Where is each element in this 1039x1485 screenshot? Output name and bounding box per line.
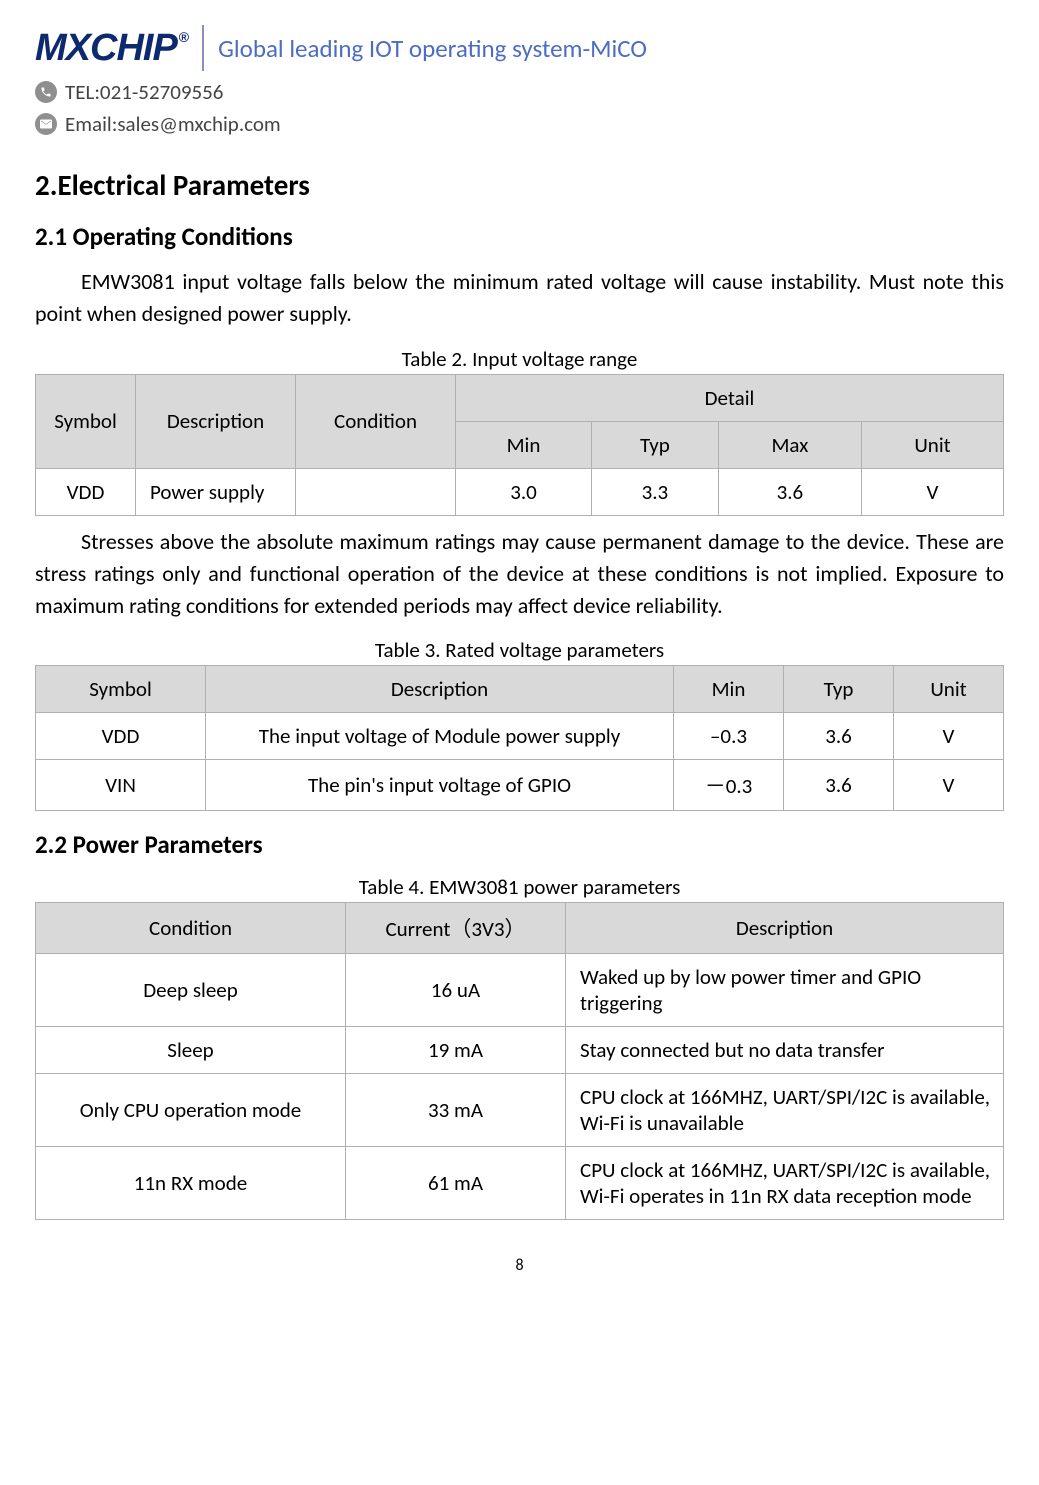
- col-symbol: Symbol: [36, 666, 206, 713]
- cell-condition: [296, 468, 456, 515]
- col-min: Min: [674, 666, 784, 713]
- cell-unit: V: [894, 760, 1004, 811]
- subsection-heading-2-1: 2.1 Operating Conditions: [35, 221, 1004, 252]
- table-row: Symbol Description Condition Detail: [36, 374, 1004, 421]
- col-unit: Unit: [862, 421, 1004, 468]
- col-max: Max: [718, 421, 861, 468]
- cell-description: Waked up by low power timer and GPIO tri…: [566, 954, 1004, 1027]
- cell-unit: V: [862, 468, 1004, 515]
- table-row: Condition Current（3V3） Description: [36, 903, 1004, 954]
- col-symbol: Symbol: [36, 374, 136, 468]
- table-row: VDD Power supply 3.0 3.3 3.6 V: [36, 468, 1004, 515]
- table-power-parameters: Condition Current（3V3） Description Deep …: [35, 902, 1004, 1220]
- email-icon: [35, 113, 57, 135]
- col-description: Description: [566, 903, 1004, 954]
- cell-typ: 3.6: [784, 713, 894, 760]
- table-row: VIN The pin's input voltage of GPIO －0.3…: [36, 760, 1004, 811]
- col-unit: Unit: [894, 666, 1004, 713]
- cell-symbol: VDD: [36, 468, 136, 515]
- phone-icon: [35, 81, 57, 103]
- registered-mark: ®: [179, 29, 188, 45]
- table-row: Sleep 19 mA Stay connected but no data t…: [36, 1027, 1004, 1074]
- subsection-heading-2-2: 2.2 Power Parameters: [35, 829, 1004, 860]
- col-min: Min: [456, 421, 592, 468]
- cell-typ: 3.6: [784, 760, 894, 811]
- table2-caption: Table 2. Input voltage range: [35, 346, 1004, 372]
- cell-min: –0.3: [674, 713, 784, 760]
- cell-description: Stay connected but no data transfer: [566, 1027, 1004, 1074]
- tagline: Global leading IOT operating system-MiCO: [218, 33, 647, 64]
- cell-symbol: VIN: [36, 760, 206, 811]
- cell-min: －0.3: [674, 760, 784, 811]
- doc-header: MXCHIP ® Global leading IOT operating sy…: [35, 25, 1004, 71]
- tel-text: TEL:021-52709556: [65, 79, 223, 105]
- paragraph-stress-ratings: Stresses above the absolute maximum rati…: [35, 526, 1004, 622]
- table-row: Deep sleep 16 uA Waked up by low power t…: [36, 954, 1004, 1027]
- cell-max: 3.6: [718, 468, 861, 515]
- table3-caption: Table 3. Rated voltage parameters: [35, 637, 1004, 663]
- email-text: Email:sales@mxchip.com: [65, 111, 281, 137]
- table-row: 11n RX mode 61 mA CPU clock at 166MHZ, U…: [36, 1147, 1004, 1220]
- cell-description: CPU clock at 166MHZ, UART/SPI/I2C is ava…: [566, 1074, 1004, 1147]
- cell-current: 61 mA: [346, 1147, 566, 1220]
- table-row: Only CPU operation mode 33 mA CPU clock …: [36, 1074, 1004, 1147]
- table-row: Symbol Description Min Typ Unit: [36, 666, 1004, 713]
- col-current: Current（3V3）: [346, 903, 566, 954]
- table-row: VDD The input voltage of Module power su…: [36, 713, 1004, 760]
- cell-description: The input voltage of Module power supply: [206, 713, 674, 760]
- col-typ: Typ: [592, 421, 719, 468]
- cell-condition: Only CPU operation mode: [36, 1074, 346, 1147]
- cell-description: Power supply: [136, 468, 296, 515]
- cell-condition: Deep sleep: [36, 954, 346, 1027]
- cell-typ: 3.3: [592, 468, 719, 515]
- section-heading-2: 2.Electrical Parameters: [35, 167, 1004, 203]
- cell-condition: 11n RX mode: [36, 1147, 346, 1220]
- cell-symbol: VDD: [36, 713, 206, 760]
- vertical-divider: [202, 25, 204, 71]
- paragraph-operating-conditions: EMW3081 input voltage falls below the mi…: [35, 266, 1004, 330]
- cell-condition: Sleep: [36, 1027, 346, 1074]
- page-number: 8: [35, 1256, 1004, 1275]
- col-description: Description: [206, 666, 674, 713]
- cell-current: 16 uA: [346, 954, 566, 1027]
- logo-text: MXCHIP: [35, 27, 177, 70]
- col-detail: Detail: [456, 374, 1004, 421]
- col-condition: Condition: [36, 903, 346, 954]
- contact-tel: TEL:021-52709556: [35, 79, 1004, 105]
- cell-description: CPU clock at 166MHZ, UART/SPI/I2C is ava…: [566, 1147, 1004, 1220]
- cell-description: The pin's input voltage of GPIO: [206, 760, 674, 811]
- cell-current: 33 mA: [346, 1074, 566, 1147]
- logo: MXCHIP ®: [35, 27, 188, 70]
- contact-email: Email:sales@mxchip.com: [35, 111, 1004, 137]
- table4-caption: Table 4. EMW3081 power parameters: [35, 874, 1004, 900]
- cell-current: 19 mA: [346, 1027, 566, 1074]
- col-description: Description: [136, 374, 296, 468]
- col-condition: Condition: [296, 374, 456, 468]
- cell-min: 3.0: [456, 468, 592, 515]
- col-typ: Typ: [784, 666, 894, 713]
- table-input-voltage-range: Symbol Description Condition Detail Min …: [35, 374, 1004, 516]
- table-rated-voltage-parameters: Symbol Description Min Typ Unit VDD The …: [35, 665, 1004, 811]
- cell-unit: V: [894, 713, 1004, 760]
